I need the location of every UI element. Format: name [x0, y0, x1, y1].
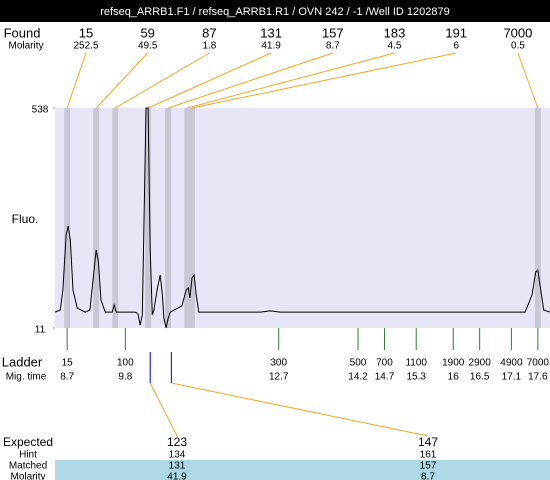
ladder-time: 16.5 — [470, 372, 490, 383]
peak-leader — [517, 52, 539, 109]
hint-value: 134 — [169, 450, 186, 461]
ladder-size: 1100 — [405, 358, 427, 369]
ladder-size: 700 — [376, 358, 393, 369]
peak-band — [534, 108, 541, 328]
ladder-time: 15.3 — [406, 372, 426, 383]
peak-leader — [147, 52, 272, 109]
found-molarity: 252.5 — [73, 41, 98, 52]
matched-label: Matched — [9, 461, 47, 472]
ladder-time: 16 — [448, 372, 460, 383]
peak-band — [145, 108, 152, 328]
found-size: 7000 — [503, 25, 532, 40]
found-molarity: 6 — [453, 41, 459, 52]
molarity-value: 8.7 — [421, 472, 435, 480]
found-size: 183 — [384, 25, 406, 40]
found-size: 191 — [445, 25, 467, 40]
found-molarity: 41.9 — [261, 41, 281, 52]
mig-time-label: Mig. time — [6, 372, 47, 383]
peak-band — [184, 108, 191, 328]
ladder-time: 9.8 — [118, 372, 132, 383]
found-molarity: 49.5 — [138, 41, 158, 52]
peak-leader — [95, 52, 149, 109]
expected-size: 123 — [167, 435, 187, 449]
found-molarity: 8.7 — [326, 41, 340, 52]
found-size: 87 — [202, 25, 216, 40]
ladder-size: 4900 — [500, 358, 523, 369]
found-label: Found — [4, 25, 41, 40]
matched-value: 157 — [420, 461, 437, 472]
found-size: 157 — [322, 25, 344, 40]
hint-value: 161 — [420, 450, 437, 461]
peak-leader — [187, 52, 395, 109]
peak-leader — [66, 52, 87, 109]
ladder-time: 17.1 — [502, 372, 522, 383]
ladder-size: 1900 — [442, 358, 465, 369]
plot-area — [55, 108, 550, 328]
hint-label: Hint — [19, 450, 37, 461]
found-molarity: 0.5 — [511, 41, 525, 52]
peak-band — [165, 108, 172, 328]
peak-band — [64, 108, 71, 328]
expected-size: 147 — [418, 435, 438, 449]
ladder-size: 100 — [117, 358, 134, 369]
molarity-value: 41.9 — [167, 472, 187, 480]
ladder-time: 14.7 — [375, 372, 395, 383]
peak-band — [93, 108, 100, 328]
trace — [54, 107, 550, 329]
found-size: 15 — [79, 25, 93, 40]
y-axis-label: Fluo. — [12, 212, 39, 226]
ladder-time: 12.7 — [269, 372, 289, 383]
found-size: 59 — [140, 25, 154, 40]
ladder-size: 15 — [62, 358, 74, 369]
matched-value: 131 — [169, 461, 186, 472]
ladder-size: 300 — [270, 358, 287, 369]
title: refseq_ARRB1.F1 / refseq_ARRB1.R1 / OVN … — [100, 6, 450, 18]
y-tick-label: 538 — [32, 105, 49, 116]
found-molarity: 4.5 — [388, 41, 402, 52]
matched-background — [55, 460, 550, 480]
ladder-time: 14.2 — [348, 372, 368, 383]
found-size: 131 — [260, 25, 282, 40]
peak-leader — [191, 52, 457, 109]
peak-leader — [168, 52, 333, 109]
found-molarity: 1.8 — [202, 41, 216, 52]
ladder-size: 500 — [350, 358, 367, 369]
y-tick-label: 11 — [35, 325, 46, 336]
title-bar — [0, 0, 550, 22]
peak-leader — [115, 52, 210, 109]
ladder-size: 7000 — [527, 358, 550, 369]
molarity-label: Molarity — [8, 41, 43, 52]
expected-label: Expected — [3, 435, 53, 449]
peak-band — [188, 108, 195, 328]
ladder-time: 17.6 — [528, 372, 548, 383]
ladder-size: 2900 — [469, 358, 492, 369]
peak-band — [112, 108, 119, 328]
expected-leader — [149, 382, 178, 437]
ladder-time: 8.7 — [60, 372, 74, 383]
ladder-label: Ladder — [2, 354, 43, 369]
molarity-row-label: Molarity — [10, 472, 45, 480]
expected-leader — [171, 382, 429, 437]
